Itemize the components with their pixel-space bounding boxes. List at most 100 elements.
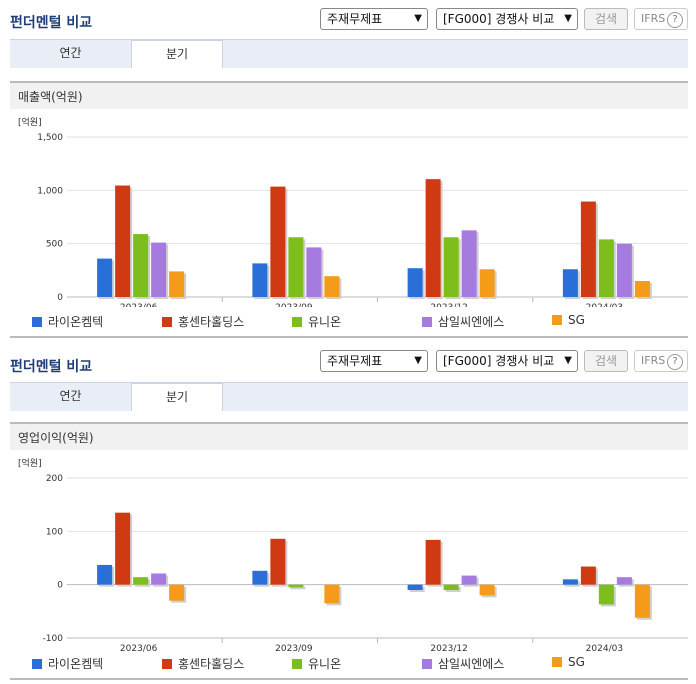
- y-tick-label: -100: [43, 634, 64, 644]
- fundamental-panel-revenue: 펀더멘털 비교 주재무제표 ▼ [FG000] 경쟁사 비교 ▼ 검색 IFRS…: [0, 0, 696, 340]
- x-tick-label: 2024/03: [586, 303, 623, 307]
- search-button[interactable]: 검색: [584, 350, 628, 372]
- legend-swatch: [292, 659, 302, 669]
- legend-item-삼일씨엔에스[interactable]: 삼일씨엔에스: [422, 313, 504, 330]
- ifrs-button[interactable]: IFRS ?: [634, 350, 688, 372]
- bar-삼일씨엔에스-2023-12: [461, 230, 477, 297]
- bar-라이온켐텍-2023-09: [252, 263, 268, 297]
- x-tick-label: 2024/03: [586, 644, 623, 654]
- bar-삼일씨엔에스-2023-06: [151, 573, 167, 585]
- legend-swatch: [422, 317, 432, 327]
- tab-quarterly[interactable]: 분기: [131, 383, 223, 411]
- bar-shadow: [290, 586, 306, 590]
- help-icon: ?: [667, 354, 683, 370]
- legend-item-삼일씨엔에스[interactable]: 삼일씨엔에스: [422, 655, 504, 672]
- revenue-bar-chart: [억원] 0 500 1,000 1,500 2023/06 2023/09 2023/12 2…: [18, 116, 688, 307]
- statement-select[interactable]: 주재무제표 ▼: [320, 8, 428, 30]
- legend-label: 홍센타홀딩스: [178, 657, 245, 671]
- bar-홍센타홀딩스-2023-09: [270, 186, 286, 297]
- bar-sg-2023-09: [324, 584, 340, 604]
- peer-select[interactable]: [FG000] 경쟁사 비교 ▼: [436, 350, 578, 372]
- panel-divider: [10, 678, 688, 680]
- panel-title: 펀더멘털 비교: [10, 359, 93, 375]
- x-tick-label: 2023/09: [275, 303, 313, 307]
- search-button[interactable]: 검색: [584, 8, 628, 30]
- ifrs-button[interactable]: IFRS ?: [634, 8, 688, 30]
- bar-홍센타홀딩스-2023-12: [425, 179, 441, 297]
- chevron-down-icon: ▼: [564, 355, 572, 366]
- peer-select-value: [FG000] 경쟁사 비교: [443, 354, 555, 368]
- legend-label: SG: [568, 313, 585, 327]
- legend-swatch: [292, 317, 302, 327]
- fundamental-panel-operating-profit: 펀더멘털 비교 주재무제표 ▼ [FG000] 경쟁사 비교 ▼ 검색 IFRS…: [0, 342, 696, 684]
- chevron-down-icon: ▼: [564, 13, 572, 24]
- legend-item-sg[interactable]: SG: [552, 655, 585, 669]
- x-tick-label: 2023/12: [430, 303, 467, 307]
- bar-sg-2023-06: [169, 271, 185, 297]
- section-header: 매출액(억원): [10, 81, 688, 109]
- bar-라이온켐텍-2023-09: [252, 570, 268, 585]
- legend-label: 유니온: [308, 657, 342, 671]
- bar-라이온켐텍-2023-12: [407, 268, 423, 297]
- period-tabs: 연간 분기: [10, 39, 688, 68]
- x-tick-label: 2023/06: [120, 303, 158, 307]
- bar-유니온-2023-12: [443, 237, 459, 297]
- y-tick-label: 1,000: [37, 186, 63, 196]
- bar-sg-2024-03: [634, 281, 650, 297]
- chart-legend: 라이온켐텍 홍센타홀딩스 유니온 삼일씨엔에스 SG: [10, 313, 688, 329]
- bar-삼일씨엔에스-2023-12: [461, 575, 477, 585]
- bar-유니온-2024-03: [598, 239, 614, 297]
- bar-sg-2023-12: [479, 584, 495, 596]
- peer-select[interactable]: [FG000] 경쟁사 비교 ▼: [436, 8, 578, 30]
- bar-홍센타홀딩스-2023-06: [115, 185, 131, 297]
- bar-유니온-2023-09: [288, 584, 304, 588]
- legend-swatch: [162, 659, 172, 669]
- bar-sg-2023-06: [169, 584, 185, 601]
- legend-label: 삼일씨엔에스: [438, 657, 505, 671]
- bar-홍센타홀딩스-2024-03: [580, 201, 596, 297]
- bar-라이온켐텍-2023-06: [97, 564, 113, 585]
- bar-sg-2023-09: [324, 276, 340, 297]
- bar-유니온-2023-06: [133, 577, 149, 585]
- x-tick-label: 2023/06: [120, 644, 158, 654]
- legend-item-홍센타홀딩스[interactable]: 홍센타홀딩스: [162, 313, 244, 330]
- chevron-down-icon: ▼: [414, 13, 422, 24]
- section-header: 영업이익(억원): [10, 422, 688, 450]
- statement-select-value: 주재무제표: [327, 12, 383, 26]
- legend-item-라이온켐텍[interactable]: 라이온켐텍: [32, 655, 103, 672]
- ifrs-label: IFRS: [641, 12, 666, 25]
- statement-select-value: 주재무제표: [327, 354, 383, 368]
- x-tick-label: 2023/12: [430, 644, 467, 654]
- panel-divider: [10, 336, 688, 338]
- legend-swatch: [162, 317, 172, 327]
- legend-label: 라이온켐텍: [48, 315, 104, 329]
- y-tick-label: 200: [46, 474, 63, 484]
- legend-label: 유니온: [308, 315, 342, 329]
- tab-annual[interactable]: 연간: [59, 46, 82, 60]
- tab-quarterly[interactable]: 분기: [131, 40, 223, 68]
- bar-유니온-2023-09: [288, 237, 304, 297]
- y-tick-label: 1,500: [37, 133, 63, 143]
- legend-item-sg[interactable]: SG: [552, 313, 585, 327]
- bar-홍센타홀딩스-2023-09: [270, 538, 286, 585]
- bar-라이온켐텍-2023-12: [407, 584, 423, 590]
- legend-label: 삼일씨엔에스: [438, 315, 505, 329]
- legend-swatch: [552, 315, 562, 325]
- legend-item-유니온[interactable]: 유니온: [292, 313, 341, 330]
- y-tick-label: 0: [57, 293, 63, 303]
- statement-select[interactable]: 주재무제표 ▼: [320, 350, 428, 372]
- legend-label: 라이온켐텍: [48, 657, 104, 671]
- legend-item-라이온켐텍[interactable]: 라이온켐텍: [32, 313, 103, 330]
- legend-item-유니온[interactable]: 유니온: [292, 655, 341, 672]
- chart-legend: 라이온켐텍 홍센타홀딩스 유니온 삼일씨엔에스 SG: [10, 655, 688, 671]
- bar-삼일씨엔에스-2024-03: [616, 243, 632, 297]
- unit-label: [억원]: [18, 116, 42, 128]
- bar-라이온켐텍-2024-03: [562, 269, 578, 297]
- legend-swatch: [422, 659, 432, 669]
- tab-annual[interactable]: 연간: [59, 389, 82, 403]
- legend-item-홍센타홀딩스[interactable]: 홍센타홀딩스: [162, 655, 244, 672]
- bar-홍센타홀딩스-2023-12: [425, 539, 441, 585]
- bar-라이온켐텍-2024-03: [562, 579, 578, 585]
- legend-swatch: [552, 657, 562, 667]
- operating-profit-bar-chart: [억원] -100 0 100 200 2023/06 2023/09 2023/12 2024…: [18, 457, 688, 654]
